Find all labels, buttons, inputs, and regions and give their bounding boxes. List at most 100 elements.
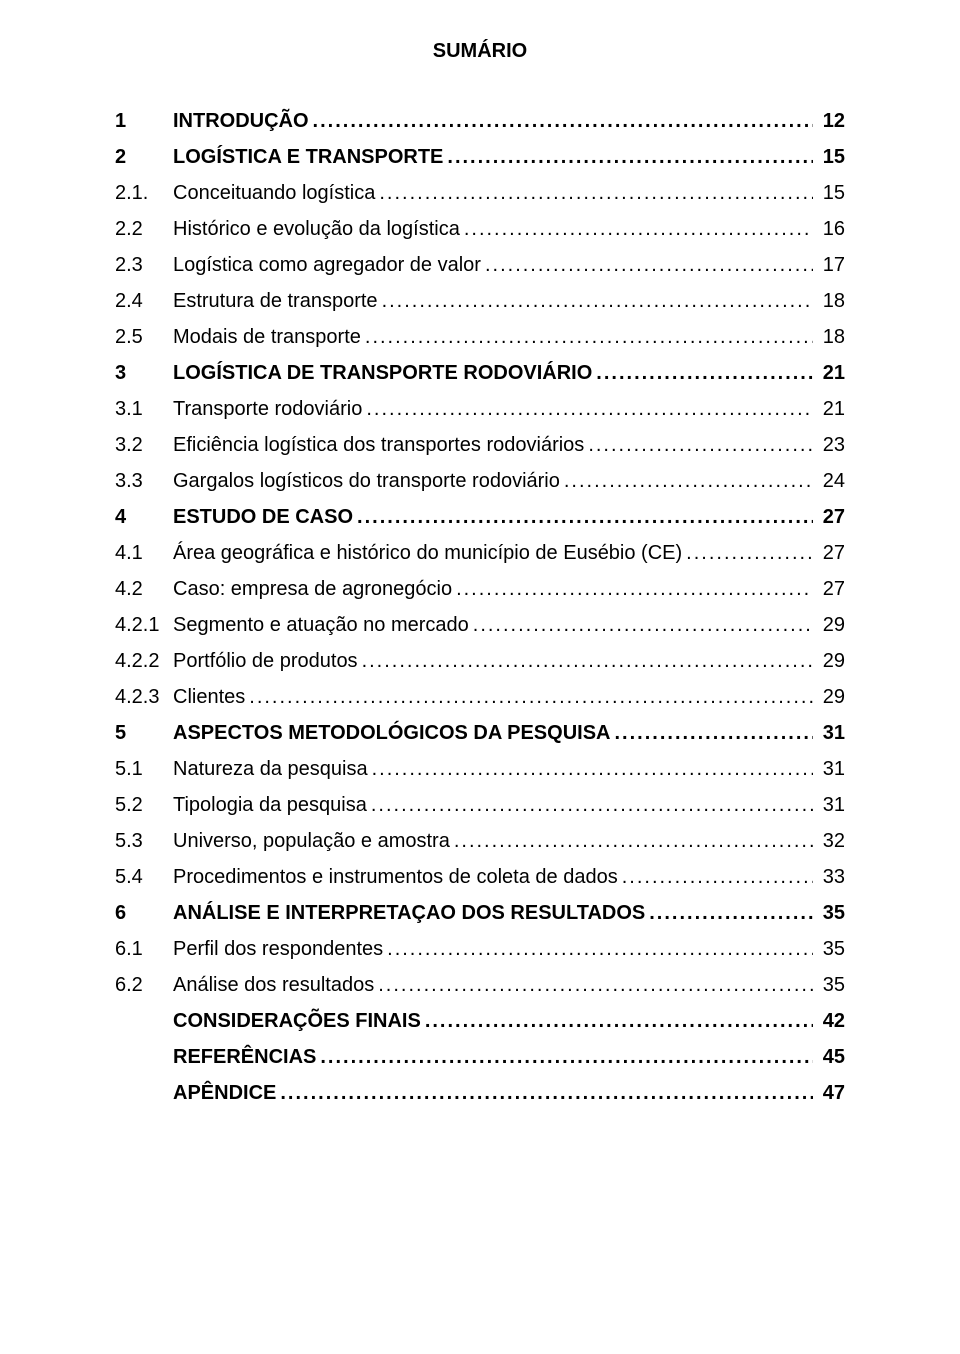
toc-row: 4ESTUDO DE CASO 27: [115, 507, 845, 527]
toc-entry-page: 33: [817, 867, 845, 887]
toc-leader-dots: [249, 687, 813, 707]
toc-row: APÊNDICE47: [115, 1083, 845, 1103]
toc-leader-dots: [649, 903, 813, 923]
toc-row: 4.2.1Segmento e atuação no mercado29: [115, 615, 845, 635]
toc-entry-page: 27: [817, 543, 845, 563]
toc-leader-dots: [382, 291, 813, 311]
toc-entry-page: 32: [817, 831, 845, 851]
toc-entry-number: 2.2: [115, 219, 173, 239]
toc-entry-number: 4.2.2: [115, 651, 173, 671]
toc-entry-page: 27: [817, 579, 845, 599]
toc-entry-number: 5.3: [115, 831, 173, 851]
toc-entry-label: Histórico e evolução da logística: [173, 219, 460, 239]
toc-entry-page: 17: [817, 255, 845, 275]
toc-row: 2.3Logística como agregador de valor17: [115, 255, 845, 275]
toc-leader-dots: [371, 795, 813, 815]
toc-entry-label: Procedimentos e instrumentos de coleta d…: [173, 867, 618, 887]
toc-row: 6ANÁLISE E INTERPRETAÇAO DOS RESULTADOS3…: [115, 903, 845, 923]
toc-entry-number: 4: [115, 507, 173, 527]
toc-entry-number: 3: [115, 363, 173, 383]
toc-entry-page: 21: [817, 399, 845, 419]
toc-row: 5ASPECTOS METODOLÓGICOS DA PESQUISA31: [115, 723, 845, 743]
toc-entry-page: 15: [817, 147, 845, 167]
toc-entry-label: Transporte rodoviário: [173, 399, 362, 419]
toc-leader-dots: [378, 975, 813, 995]
toc-entry-page: 23: [817, 435, 845, 455]
toc-entry-label: Clientes: [173, 687, 245, 707]
toc-leader-dots: [447, 147, 813, 167]
toc-row: 5.1Natureza da pesquisa31: [115, 759, 845, 779]
toc-row: 5.2Tipologia da pesquisa31: [115, 795, 845, 815]
toc-row: 4.2.2Portfólio de produtos29: [115, 651, 845, 671]
toc-leader-dots: [366, 399, 813, 419]
toc-entry-page: 29: [817, 651, 845, 671]
toc-row: CONSIDERAÇÕES FINAIS 42: [115, 1011, 845, 1031]
toc-title: SUMÁRIO: [115, 40, 845, 63]
toc-entry-number: 3.1: [115, 399, 173, 419]
toc-row: REFERÊNCIAS45: [115, 1047, 845, 1067]
toc-entry-page: 29: [817, 615, 845, 635]
toc-entry-label: Natureza da pesquisa: [173, 759, 368, 779]
toc-row: 4.1Área geográfica e histórico do municí…: [115, 543, 845, 563]
toc-entry-page: 18: [817, 327, 845, 347]
toc-entry-number: 6.1: [115, 939, 173, 959]
toc-leader-dots: [622, 867, 813, 887]
toc-entry-number: 1: [115, 111, 173, 131]
toc-entry-number: 2: [115, 147, 173, 167]
toc-entry-page: 31: [817, 759, 845, 779]
toc-entry-page: 24: [817, 471, 845, 491]
toc-entry-label: Área geográfica e histórico do município…: [173, 543, 682, 563]
toc-entry-label: ESTUDO DE CASO: [173, 507, 353, 527]
toc-row: 3LOGÍSTICA DE TRANSPORTE RODOVIÁRIO 21: [115, 363, 845, 383]
toc-row: 3.2Eficiência logística dos transportes …: [115, 435, 845, 455]
toc-leader-dots: [588, 435, 813, 455]
toc-entry-page: 18: [817, 291, 845, 311]
toc-entry-number: 4.2.3: [115, 687, 173, 707]
toc-entry-page: 16: [817, 219, 845, 239]
toc-entry-label: CONSIDERAÇÕES FINAIS: [173, 1011, 421, 1031]
toc-entry-number: 4.2: [115, 579, 173, 599]
toc-leader-dots: [357, 507, 813, 527]
toc-leader-dots: [686, 543, 813, 563]
toc-row: 2LOGÍSTICA E TRANSPORTE 15: [115, 147, 845, 167]
toc-row: 6.2Análise dos resultados35: [115, 975, 845, 995]
toc-leader-dots: [425, 1011, 813, 1031]
toc-entry-label: Eficiência logística dos transportes rod…: [173, 435, 584, 455]
toc-leader-dots: [596, 363, 813, 383]
toc-entry-number: 2.5: [115, 327, 173, 347]
toc-row: 2.2Histórico e evolução da logística 16: [115, 219, 845, 239]
toc-entry-number: 3.3: [115, 471, 173, 491]
toc-entry-label: Gargalos logísticos do transporte rodovi…: [173, 471, 560, 491]
toc-entry-label: LOGÍSTICA DE TRANSPORTE RODOVIÁRIO: [173, 363, 592, 383]
toc-entry-label: Estrutura de transporte: [173, 291, 378, 311]
toc-row: 4.2.3Clientes 29: [115, 687, 845, 707]
toc-entry-page: 47: [817, 1083, 845, 1103]
toc-entry-page: 15: [817, 183, 845, 203]
toc-entry-page: 21: [817, 363, 845, 383]
toc-row: 2.1.Conceituando logística15: [115, 183, 845, 203]
toc-entry-label: Universo, população e amostra: [173, 831, 450, 851]
toc-leader-dots: [464, 219, 813, 239]
toc-entry-page: 29: [817, 687, 845, 707]
toc-row: 5.4Procedimentos e instrumentos de colet…: [115, 867, 845, 887]
toc-leader-dots: [280, 1083, 813, 1103]
page: SUMÁRIO 1INTRODUÇÃO122LOGÍSTICA E TRANSP…: [0, 0, 960, 1354]
toc-entry-number: 4.1: [115, 543, 173, 563]
toc-entry-number: 6: [115, 903, 173, 923]
toc-entry-number: 2.1.: [115, 183, 173, 203]
toc-entry-label: Segmento e atuação no mercado: [173, 615, 469, 635]
toc-entry-page: 27: [817, 507, 845, 527]
toc-leader-dots: [454, 831, 813, 851]
toc-leader-dots: [473, 615, 813, 635]
toc-entry-page: 42: [817, 1011, 845, 1031]
toc-entry-page: 12: [817, 111, 845, 131]
toc-row: 2.5Modais de transporte18: [115, 327, 845, 347]
toc-entry-page: 35: [817, 903, 845, 923]
toc-leader-dots: [564, 471, 813, 491]
toc-entry-label: Tipologia da pesquisa: [173, 795, 367, 815]
toc-entry-number: 5: [115, 723, 173, 743]
toc-leader-dots: [614, 723, 813, 743]
toc-entry-page: 31: [817, 795, 845, 815]
toc-entry-label: Logística como agregador de valor: [173, 255, 481, 275]
toc-entry-label: LOGÍSTICA E TRANSPORTE: [173, 147, 443, 167]
